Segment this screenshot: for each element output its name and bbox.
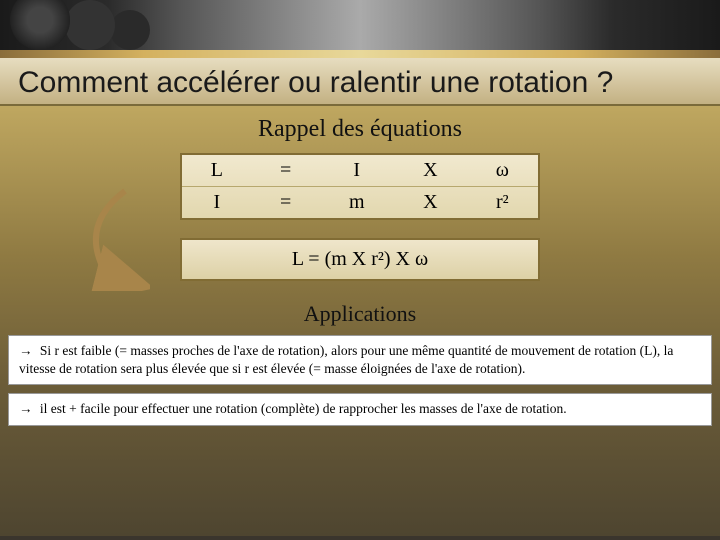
eq-cell: = [252,154,320,187]
eq-cell: L [181,154,252,187]
applications-subtitle: Applications [0,301,720,327]
eq-cell: I [320,154,394,187]
eq-cell: X [394,187,467,220]
curved-arrow-icon [70,181,150,291]
equations-table: L = I X ω I = m X r² [180,153,540,220]
arrow-icon: → [19,343,33,358]
equations-subtitle: Rappel des équations [0,116,720,143]
eq-cell: m [320,187,394,220]
eq-cell: r² [467,187,539,220]
application-text: Si r est faible (= masses proches de l'a… [19,343,673,376]
eq-cell: I [181,187,252,220]
application-note-1: → Si r est faible (= masses proches de l… [8,335,712,385]
eq-cell: X [394,154,467,187]
application-note-2: → il est + facile pour effectuer une rot… [8,393,712,425]
table-row: I = m X r² [181,187,539,220]
application-text: il est + facile pour effectuer une rotat… [40,401,567,416]
arrow-icon: → [19,401,33,416]
combined-equation-box: L = (m X r²) X ω [180,238,540,281]
content-area: Rappel des équations L = I X ω I = m X r… [0,106,720,536]
table-row: L = I X ω [181,154,539,187]
gold-strip [0,50,720,58]
header-banner [0,0,720,50]
eq-cell: = [252,187,320,220]
eq-cell: ω [467,154,539,187]
page-title: Comment accélérer ou ralentir une rotati… [0,58,720,106]
